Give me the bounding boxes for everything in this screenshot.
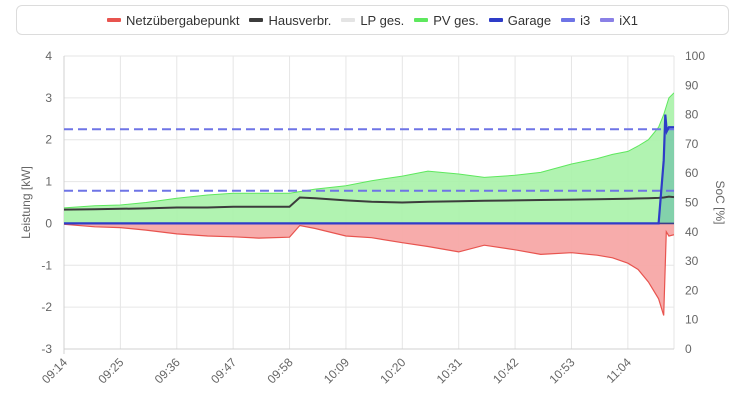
x-tick-label: 10:42 [490,355,521,386]
legend-label: Netzübergabepunkt [125,12,240,28]
x-tick-label: 11:04 [603,355,634,386]
legend-item-hausverbr[interactable]: Hausverbr. [249,13,331,28]
legend-label: iX1 [619,12,639,28]
haus-line [64,195,674,211]
legend-swatch [561,18,576,22]
legend-swatch [106,18,121,22]
y2-tick-label: 0 [685,342,692,356]
x-tick-label: 09:14 [39,355,70,386]
legend-label: PV ges. [433,12,479,28]
legend-item-ix1[interactable]: iX1 [600,13,638,28]
y2-tick-label: 50 [685,196,699,210]
legend-label: LP ges. [360,12,405,28]
series-areas [64,92,674,316]
garage-line [64,114,674,225]
netz-line [64,223,674,316]
netz-area [64,223,674,316]
legend-swatch [600,18,615,22]
y2-tick-label: 90 [685,78,699,92]
y-tick-label: 4 [45,49,52,63]
x-tick-label: 09:58 [265,355,296,386]
legend-item-netzübergabepunkt[interactable]: Netzübergabepunkt [106,12,240,28]
y2-tick-label: 70 [685,137,699,151]
y-tick-label: 1 [45,175,52,189]
y-tick-label: -3 [41,342,52,356]
x-tick-label: 09:47 [208,355,239,386]
legend-label: i3 [580,12,591,28]
legend-label: Hausverbr. [268,12,332,28]
legend-swatch [249,18,264,22]
legend-item-garage[interactable]: Garage [488,12,552,28]
y-tick-label: -1 [41,258,52,272]
legend-label: Garage [507,12,552,28]
y-tick-label: -2 [41,300,52,314]
y2-tick-label: 10 [685,313,699,327]
series-lines [64,92,674,316]
y-tick-label: 0 [45,216,52,230]
y-axis-title: Leistung [kW] [19,166,33,239]
legend-swatch [414,18,429,22]
legend-item-lp-ges[interactable]: LP ges. [341,13,404,28]
legend-swatch [488,18,503,22]
y-tick-label: 2 [45,133,52,147]
y2-axis-title: SoC [%] [713,180,727,224]
y2-tick-label: 30 [685,254,699,268]
x-tick-label: 09:25 [95,355,126,386]
legend-item-i3[interactable]: i3 [561,13,590,28]
x-tick-label: 10:20 [377,355,408,386]
legend: Netzübergabepunkt Hausverbr. LP ges. PV ges… [16,5,729,35]
y2-tick-label: 60 [685,166,699,180]
y2-tick-label: 20 [685,283,699,297]
x-tick-label: 10:53 [546,355,577,386]
y2-tick-label: 40 [685,225,699,239]
legend-item-pv-ges[interactable]: PV ges. [414,13,479,28]
x-tick-label: 09:36 [152,355,183,386]
x-tick-label: 10:09 [321,355,352,386]
pv-area [64,92,674,224]
x-tick-label: 10:31 [434,355,465,386]
y-tick-label: 3 [45,91,52,105]
pv-line [64,92,674,209]
y2-tick-label: 100 [685,49,705,63]
y2-tick-label: 80 [685,108,699,122]
legend-swatch [341,18,356,22]
